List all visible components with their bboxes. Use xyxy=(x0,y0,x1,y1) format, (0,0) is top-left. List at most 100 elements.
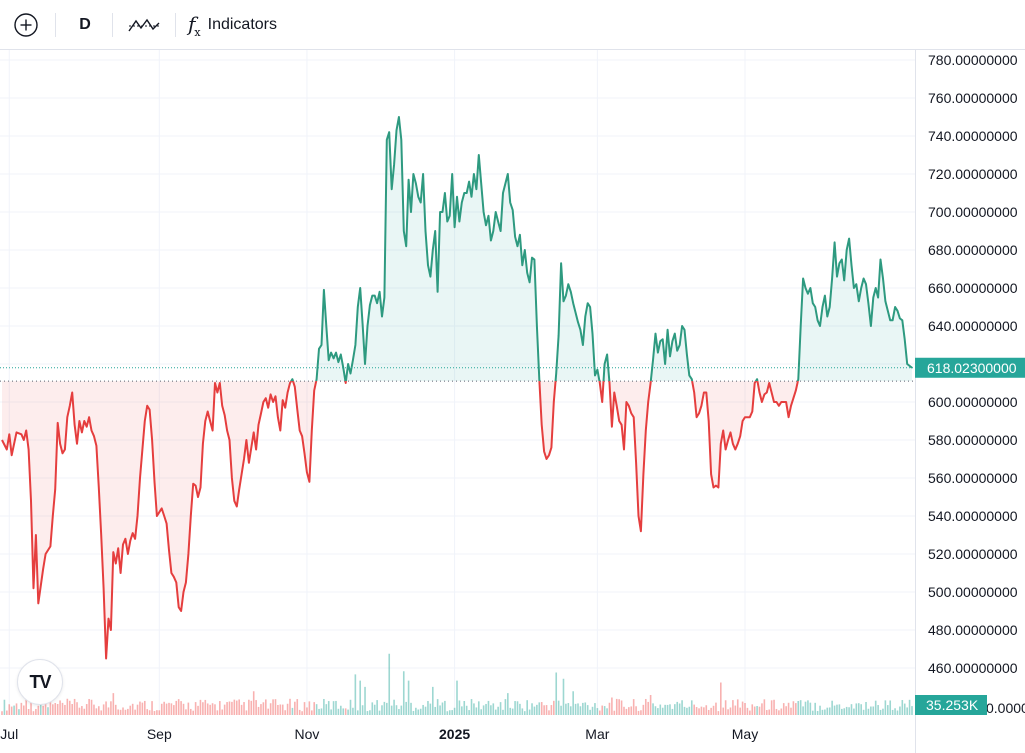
volume-bar xyxy=(141,702,144,715)
volume-bar xyxy=(431,686,434,715)
volume-bar xyxy=(824,709,826,715)
volume-bar xyxy=(257,706,260,715)
volume-bar xyxy=(826,707,829,715)
y-tick-label: 700.00000000 xyxy=(928,204,1018,220)
volume-bar xyxy=(148,710,151,715)
volume-bar xyxy=(690,700,693,715)
time-axis[interactable]: Jul Sep Nov 2025 Mar May xyxy=(0,726,758,742)
volume-axis-label: 0.00000000 xyxy=(986,700,1025,716)
volume-bar xyxy=(177,699,180,715)
volume-bar xyxy=(802,706,804,715)
volume-bar xyxy=(628,707,630,715)
volume-bar xyxy=(439,705,441,715)
volume-bar xyxy=(700,706,703,715)
volume-bar xyxy=(131,703,134,715)
volume-bar xyxy=(211,703,214,715)
volume-bar xyxy=(378,710,381,715)
volume-bar xyxy=(175,700,178,715)
volume-bar xyxy=(565,703,567,715)
volume-bar xyxy=(398,709,400,715)
volume-bar xyxy=(664,704,666,715)
volume-bar xyxy=(521,708,524,715)
volume-bar xyxy=(611,697,613,715)
volume-bar xyxy=(189,708,192,715)
price-line-up xyxy=(290,116,913,382)
volume-bar xyxy=(209,704,211,715)
tradingview-logo[interactable]: TV xyxy=(17,659,63,705)
volume-bar xyxy=(635,706,637,715)
volume-bar xyxy=(124,709,127,715)
volume-bar xyxy=(671,708,674,715)
volume-bar xyxy=(511,708,514,715)
volume-bar xyxy=(891,709,894,715)
volume-bar xyxy=(386,702,388,715)
volume-bar xyxy=(68,700,71,715)
volume-bar xyxy=(686,707,688,715)
volume-bar xyxy=(688,706,691,715)
volume-bar xyxy=(102,704,105,715)
volume-bar xyxy=(436,699,439,715)
volume-bar xyxy=(279,704,282,715)
volume-bar xyxy=(833,705,836,715)
toolbar-separator xyxy=(55,13,56,37)
volume-bar xyxy=(417,709,420,715)
volume-bar xyxy=(758,706,761,715)
volume-bar xyxy=(504,699,507,715)
volume-bar xyxy=(296,699,299,715)
volume-bar xyxy=(761,703,763,715)
volume-bar xyxy=(494,709,497,715)
price-tags: 618.02300000 35.253K xyxy=(915,357,1025,715)
volume-bar xyxy=(37,705,40,715)
volume-bar xyxy=(753,706,756,715)
volume-bar xyxy=(265,699,267,715)
volume-bar xyxy=(562,678,565,715)
volume-tag xyxy=(915,695,987,715)
area-above-baseline xyxy=(2,117,912,382)
x-tick-label: Sep xyxy=(147,726,172,742)
interval-button[interactable]: D xyxy=(79,16,91,33)
volume-bar xyxy=(598,710,601,715)
volume-bar xyxy=(765,710,768,715)
volume-bar xyxy=(315,704,318,715)
volume-bar xyxy=(642,704,645,715)
volume-bar xyxy=(59,700,61,715)
volume-bar xyxy=(110,701,112,715)
volume-bar xyxy=(252,691,255,715)
volume-bar xyxy=(630,706,633,715)
chart-area[interactable]: 780.00000000 760.00000000 740.00000000 720.… xyxy=(0,50,1025,753)
chart-type-button[interactable] xyxy=(124,8,164,42)
volume-bar xyxy=(715,702,717,715)
volume-bar xyxy=(277,704,279,715)
volume-bar xyxy=(807,700,809,715)
volume-bar xyxy=(819,705,821,715)
volume-bar xyxy=(894,708,896,715)
volume-bar xyxy=(223,704,226,715)
add-symbol-button[interactable] xyxy=(10,8,42,42)
volume-bar xyxy=(848,707,850,715)
volume-bar xyxy=(388,653,391,715)
volume-bar xyxy=(100,710,103,715)
volume-bar xyxy=(313,702,316,715)
volume-bar xyxy=(799,700,802,715)
volume-bar xyxy=(475,707,478,715)
indicators-button[interactable]: fx Indicators xyxy=(188,8,308,42)
volume-bar xyxy=(589,709,591,715)
volume-bar xyxy=(214,704,216,715)
volume-bar xyxy=(226,702,228,715)
volume-bar xyxy=(255,700,257,715)
price-axis[interactable]: 780.00000000 760.00000000 740.00000000 720.… xyxy=(928,52,1025,716)
volume-bar xyxy=(158,710,161,715)
volume-bar xyxy=(579,706,582,715)
volume-bar xyxy=(526,700,528,715)
volume-bar xyxy=(555,672,558,715)
volume-bar xyxy=(143,700,146,715)
volume-bar xyxy=(267,708,270,715)
volume-bar xyxy=(499,702,502,715)
volume-bar xyxy=(744,702,746,715)
volume-bar xyxy=(129,705,132,715)
volume-bar xyxy=(284,710,286,715)
volume-bar xyxy=(197,705,199,715)
volume-bar xyxy=(778,710,780,715)
volume-bar xyxy=(879,709,882,715)
volume-bar xyxy=(674,704,676,715)
